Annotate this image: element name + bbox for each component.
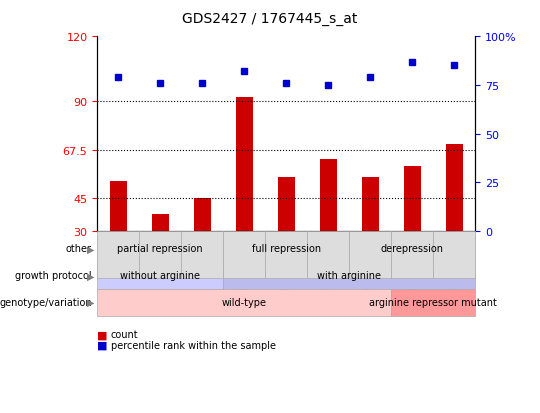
Text: percentile rank within the sample: percentile rank within the sample <box>111 340 276 350</box>
Text: ▶: ▶ <box>87 297 94 308</box>
Text: ▶: ▶ <box>87 271 94 281</box>
Text: with arginine: with arginine <box>317 271 381 281</box>
Bar <box>194 199 211 231</box>
Text: growth protocol: growth protocol <box>15 271 92 281</box>
Bar <box>404 166 421 231</box>
Text: ■: ■ <box>97 330 107 339</box>
Text: partial repression: partial repression <box>117 244 203 254</box>
Bar <box>446 145 463 231</box>
Bar <box>362 177 379 231</box>
Bar <box>110 182 126 231</box>
Text: arginine repressor mutant: arginine repressor mutant <box>369 297 497 308</box>
Text: ▶: ▶ <box>87 244 94 254</box>
Text: wild-type: wild-type <box>222 297 267 308</box>
Text: without arginine: without arginine <box>120 271 200 281</box>
Bar <box>152 214 168 231</box>
Text: count: count <box>111 330 138 339</box>
Bar <box>320 160 336 231</box>
Text: ■: ■ <box>97 340 107 350</box>
Text: GDS2427 / 1767445_s_at: GDS2427 / 1767445_s_at <box>183 12 357 26</box>
Text: full repression: full repression <box>252 244 321 254</box>
Text: derepression: derepression <box>381 244 444 254</box>
Text: other: other <box>66 244 92 254</box>
Text: genotype/variation: genotype/variation <box>0 297 92 308</box>
Bar <box>236 97 253 231</box>
Bar <box>278 177 295 231</box>
